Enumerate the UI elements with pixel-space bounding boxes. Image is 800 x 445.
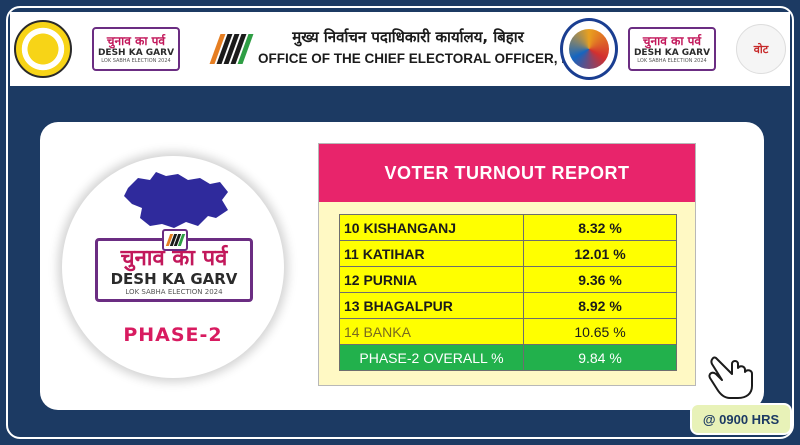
campaign-logo-left: चुनाव का पर्व DESH KA GARV LOK SABHA ELE…: [92, 27, 180, 71]
table-row: 14 BANKA 10.65 %: [339, 318, 677, 345]
district-cell: 12 PURNIA: [339, 266, 524, 293]
turnout-table: 10 KISHANGANJ 8.32 % 11 KATIHAR 12.01 % …: [339, 214, 677, 371]
turnout-cell: 8.92 %: [523, 292, 677, 319]
emblem-circle: चुनाव का पर्व DESH KA GARV LOK SABHA ELE…: [62, 156, 284, 378]
district-cell: 14 BANKA: [339, 318, 524, 345]
table-row: 11 KATIHAR 12.01 %: [339, 240, 677, 267]
campaign-logo-large: चुनाव का पर्व DESH KA GARV LOK SABHA ELE…: [95, 229, 253, 302]
district-cell: 11 KATIHAR: [339, 240, 524, 267]
phase-label: PHASE-2: [123, 324, 223, 346]
pointing-hand-icon: [707, 335, 753, 399]
turnout-cell: 10.65 %: [523, 318, 677, 345]
header-banner: चुनाव का पर्व DESH KA GARV LOK SABHA ELE…: [10, 12, 790, 86]
report-title: VOTER TURNOUT REPORT: [319, 144, 695, 202]
state-seal-icon: [14, 20, 72, 78]
bihar-map-icon: [124, 172, 228, 228]
table-row: 12 PURNIA 9.36 %: [339, 266, 677, 293]
header-title-hindi: मुख्य निर्वाचन पदाधिकारी कार्यालय, बिहार: [292, 28, 524, 46]
district-cell: 13 BHAGALPUR: [339, 292, 524, 319]
district-cell: 10 KISHANGANJ: [339, 214, 524, 241]
table-row: 10 KISHANGANJ 8.32 %: [339, 214, 677, 241]
vote-logo-icon: वोट: [736, 24, 786, 74]
eci-logo-icon: [206, 26, 256, 72]
overall-row: PHASE-2 OVERALL % 9.84 %: [339, 344, 677, 371]
page-border: [6, 6, 794, 439]
turnout-cell: 8.32 %: [523, 214, 677, 241]
overall-turnout: 9.84 %: [523, 344, 677, 371]
festival-logo-icon: [560, 18, 618, 80]
campaign-logo-right: चुनाव का पर्व DESH KA GARV LOK SABHA ELE…: [628, 27, 716, 71]
turnout-cell: 12.01 %: [523, 240, 677, 267]
turnout-report: VOTER TURNOUT REPORT 10 KISHANGANJ 8.32 …: [318, 143, 696, 386]
time-badge: @ 0900 HRS: [690, 403, 792, 435]
ballot-box-icon: [162, 229, 188, 251]
overall-label: PHASE-2 OVERALL %: [339, 344, 524, 371]
header-titles: मुख्य निर्वाचन पदाधिकारी कार्यालय, बिहार…: [258, 26, 605, 70]
turnout-cell: 9.36 %: [523, 266, 677, 293]
header-title-english: OFFICE OF THE CHIEF ELECTORAL OFFICER, B…: [258, 51, 605, 66]
table-row: 13 BHAGALPUR 8.92 %: [339, 292, 677, 319]
